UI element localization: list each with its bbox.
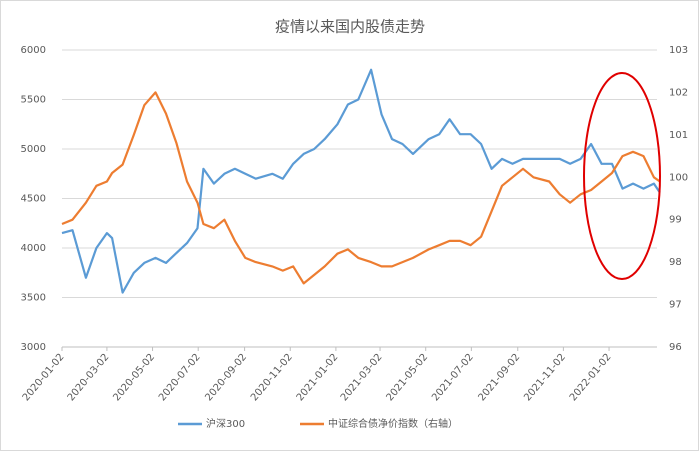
y-tick-label: 4500 (21, 194, 46, 205)
y2-tick-label: 99 (669, 215, 682, 226)
legend-label: 沪深300 (206, 417, 245, 430)
y-tick-label: 5000 (21, 144, 46, 155)
series-line (61, 91, 661, 285)
y2-tick-label: 100 (669, 172, 688, 183)
y-tick-label: 3500 (21, 293, 46, 304)
series-line (61, 68, 661, 294)
y2-tick-label: 98 (669, 257, 682, 268)
chart-title: 疫情以来国内股债走势 (275, 18, 425, 36)
y2-tick-label: 97 (669, 300, 682, 311)
y2-tick-label: 101 (669, 130, 688, 141)
y-tick-label: 5500 (21, 95, 46, 106)
y-tick-label: 3000 (21, 342, 46, 353)
legend-label: 中证综合债净价指数（右轴） (328, 417, 458, 430)
y2-tick-label: 103 (669, 45, 688, 56)
highlight-ellipse (583, 72, 661, 280)
y2-tick-label: 96 (669, 342, 682, 353)
y2-tick-label: 102 (669, 87, 688, 98)
y-tick-label: 6000 (21, 45, 46, 56)
y-tick-label: 4000 (21, 243, 46, 254)
